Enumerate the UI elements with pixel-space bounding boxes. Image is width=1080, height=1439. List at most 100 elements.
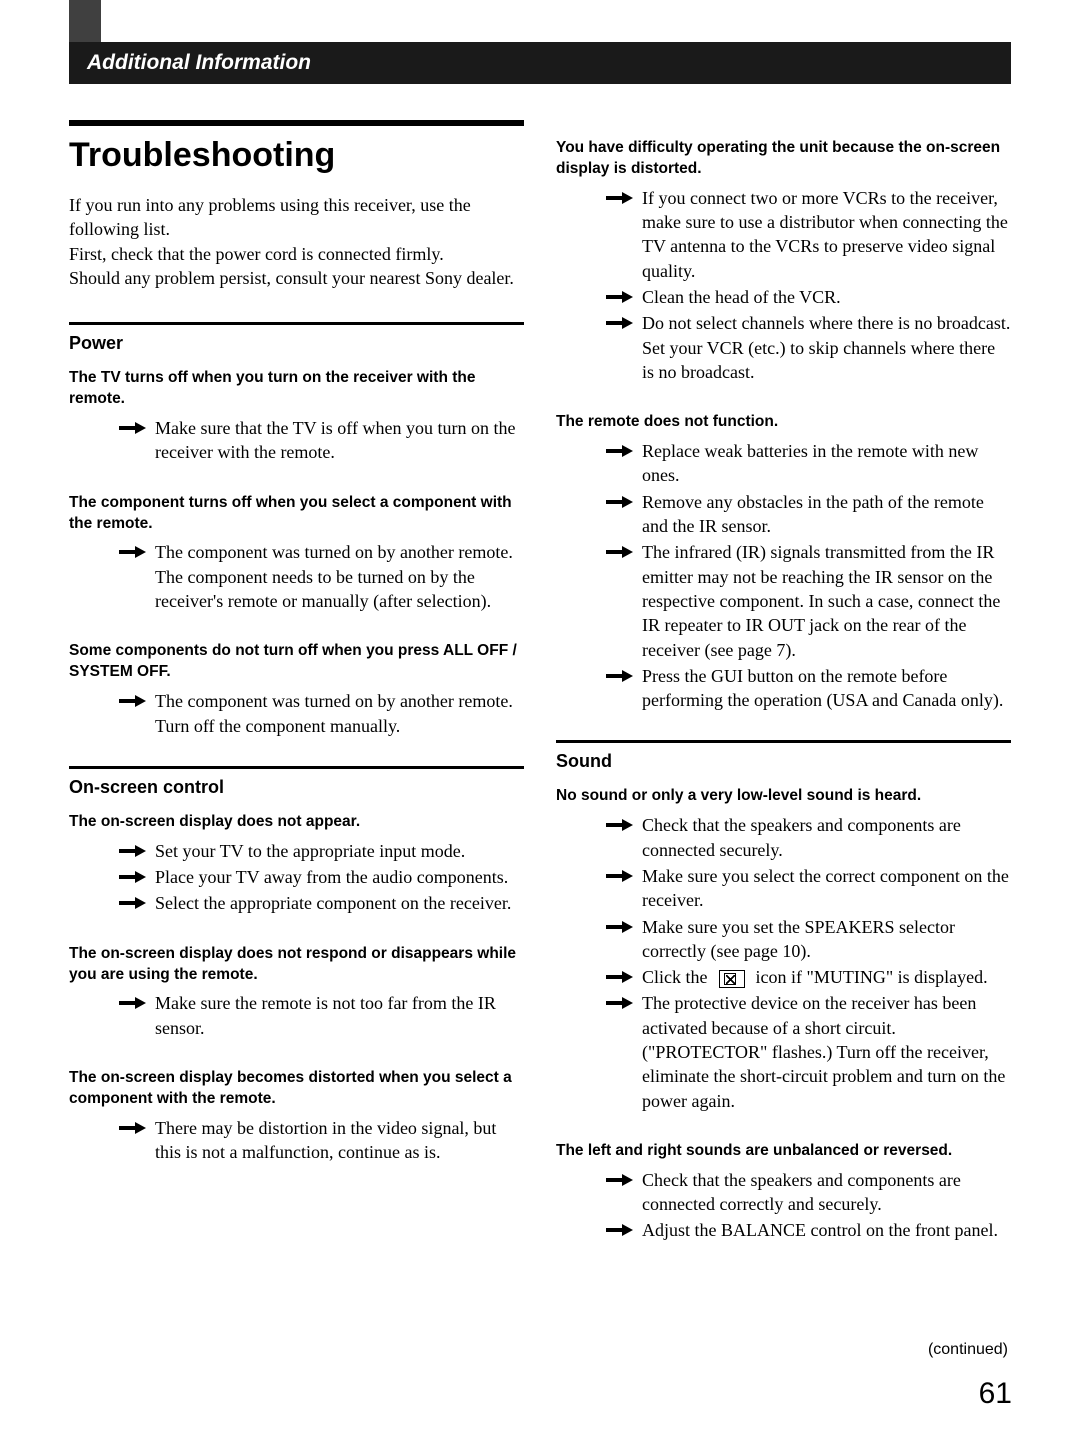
problem-block: No sound or only a very low-level sound …: [556, 786, 1011, 1112]
problem-block: The remote does not function. Replace we…: [556, 412, 1011, 712]
arrow-icon: [606, 1223, 634, 1237]
solution-text: If you connect two or more VCRs to the r…: [642, 186, 1011, 283]
solution-text: Place your TV away from the audio compon…: [155, 865, 524, 889]
solution-text: Clean the head of the VCR.: [642, 285, 1011, 309]
arrow-icon: [606, 920, 634, 934]
solution-text: Make sure the remote is not too far from…: [155, 991, 524, 1040]
problem-block: The on-screen display becomes distorted …: [69, 1068, 524, 1164]
solutions-list: Make sure that the TV is off when you tu…: [69, 416, 524, 465]
solution-text: Select the appropriate component on the …: [155, 891, 524, 915]
arrow-icon: [606, 1173, 634, 1187]
solutions-list: If you connect two or more VCRs to the r…: [556, 186, 1011, 384]
arrow-icon: [606, 669, 634, 683]
solution-item: The protective device on the receiver ha…: [556, 991, 1011, 1112]
mute-icon: [719, 970, 745, 988]
problem-block: The component turns off when you select …: [69, 493, 524, 614]
section-heading-onscreen: On-screen control: [69, 766, 524, 798]
solution-item: Place your TV away from the audio compon…: [69, 865, 524, 889]
problem-text: Some components do not turn off when you…: [69, 641, 524, 683]
solution-item: Make sure that the TV is off when you tu…: [69, 416, 524, 465]
solution-text: The component was turned on by another r…: [155, 540, 524, 613]
arrow-icon: [119, 870, 147, 884]
solutions-list: Replace weak batteries in the remote wit…: [556, 439, 1011, 712]
solution-item: Make sure the remote is not too far from…: [69, 991, 524, 1040]
solution-text: Check that the speakers and components a…: [642, 1168, 1011, 1217]
intro-paragraph: If you run into any problems using this …: [69, 193, 524, 290]
arrow-icon: [119, 421, 147, 435]
arrow-icon: [119, 545, 147, 559]
chapter-title: Additional Information: [87, 51, 311, 75]
problem-text: The component turns off when you select …: [69, 493, 524, 535]
arrow-icon: [606, 545, 634, 559]
page-content: Troubleshooting If you run into any prob…: [69, 120, 1011, 1245]
solutions-list: There may be distortion in the video sig…: [69, 1116, 524, 1165]
solution-item: Press the GUI button on the remote befor…: [556, 664, 1011, 713]
arrow-icon: [606, 444, 634, 458]
solution-text: Press the GUI button on the remote befor…: [642, 664, 1011, 713]
problem-block: The left and right sounds are unbalanced…: [556, 1141, 1011, 1243]
solution-text: The protective device on the receiver ha…: [642, 991, 1011, 1112]
solutions-list: Make sure the remote is not too far from…: [69, 991, 524, 1040]
section-heading-power: Power: [69, 322, 524, 354]
problem-text: The on-screen display does not respond o…: [69, 944, 524, 986]
continued-label: (continued): [928, 1341, 1008, 1359]
solution-item: If you connect two or more VCRs to the r…: [556, 186, 1011, 283]
arrow-icon: [606, 290, 634, 304]
right-column: You have difficulty operating the unit b…: [556, 120, 1011, 1245]
problem-block: You have difficulty operating the unit b…: [556, 138, 1011, 384]
solution-item: There may be distortion in the video sig…: [69, 1116, 524, 1165]
solution-item: Make sure you select the correct compone…: [556, 864, 1011, 913]
solution-text: Check that the speakers and components a…: [642, 813, 1011, 862]
arrow-icon: [606, 495, 634, 509]
solution-item: Check that the speakers and components a…: [556, 1168, 1011, 1217]
problem-text: No sound or only a very low-level sound …: [556, 786, 1011, 807]
solution-item: The component was turned on by another r…: [69, 540, 524, 613]
solutions-list: The component was turned on by another r…: [69, 540, 524, 613]
arrow-icon: [606, 818, 634, 832]
problem-block: The TV turns off when you turn on the re…: [69, 368, 524, 464]
solution-text: Do not select channels where there is no…: [642, 311, 1011, 384]
solution-item: Clean the head of the VCR.: [556, 285, 1011, 309]
arrow-icon: [119, 844, 147, 858]
arrow-icon: [119, 694, 147, 708]
problem-block: The on-screen display does not respond o…: [69, 944, 524, 1040]
arrow-icon: [119, 1121, 147, 1135]
solution-item: Do not select channels where there is no…: [556, 311, 1011, 384]
arrow-icon: [606, 869, 634, 883]
solution-text: Make sure you set the SPEAKERS selector …: [642, 915, 1011, 964]
arrow-icon: [606, 970, 634, 984]
left-column: Troubleshooting If you run into any prob…: [69, 120, 524, 1245]
solution-item: Make sure you set the SPEAKERS selector …: [556, 915, 1011, 964]
solution-item: The component was turned on by another r…: [69, 689, 524, 738]
solution-text: Click the icon if "MUTING" is displayed.: [642, 965, 1011, 989]
solution-text: The infrared (IR) signals transmitted fr…: [642, 540, 1011, 661]
page-number: 61: [979, 1377, 1012, 1411]
solutions-list: Check that the speakers and components a…: [556, 813, 1011, 1113]
solution-item: Adjust the BALANCE control on the front …: [556, 1218, 1011, 1242]
chapter-header: Additional Information: [69, 42, 1011, 84]
solution-item: Remove any obstacles in the path of the …: [556, 490, 1011, 539]
solution-text: Remove any obstacles in the path of the …: [642, 490, 1011, 539]
solution-item: Check that the speakers and components a…: [556, 813, 1011, 862]
arrow-icon: [119, 996, 147, 1010]
arrow-icon: [606, 316, 634, 330]
problem-text: The on-screen display becomes distorted …: [69, 1068, 524, 1110]
solutions-list: Set your TV to the appropriate input mod…: [69, 839, 524, 916]
solution-item: Replace weak batteries in the remote wit…: [556, 439, 1011, 488]
solution-text: Set your TV to the appropriate input mod…: [155, 839, 524, 863]
problem-text: The left and right sounds are unbalanced…: [556, 1141, 1011, 1162]
solution-item: Set your TV to the appropriate input mod…: [69, 839, 524, 863]
solution-item: Click the icon if "MUTING" is displayed.: [556, 965, 1011, 989]
problem-text: The TV turns off when you turn on the re…: [69, 368, 524, 410]
top-accent-strip: [69, 0, 101, 42]
problem-block: The on-screen display does not appear. S…: [69, 812, 524, 916]
solution-text: Replace weak batteries in the remote wit…: [642, 439, 1011, 488]
solution-item: Select the appropriate component on the …: [69, 891, 524, 915]
problem-block: Some components do not turn off when you…: [69, 641, 524, 737]
solution-text: Make sure that the TV is off when you tu…: [155, 416, 524, 465]
solution-text: There may be distortion in the video sig…: [155, 1116, 524, 1165]
page-title: Troubleshooting: [69, 120, 524, 175]
problem-text: The on-screen display does not appear.: [69, 812, 524, 833]
solutions-list: The component was turned on by another r…: [69, 689, 524, 738]
arrow-icon: [119, 896, 147, 910]
